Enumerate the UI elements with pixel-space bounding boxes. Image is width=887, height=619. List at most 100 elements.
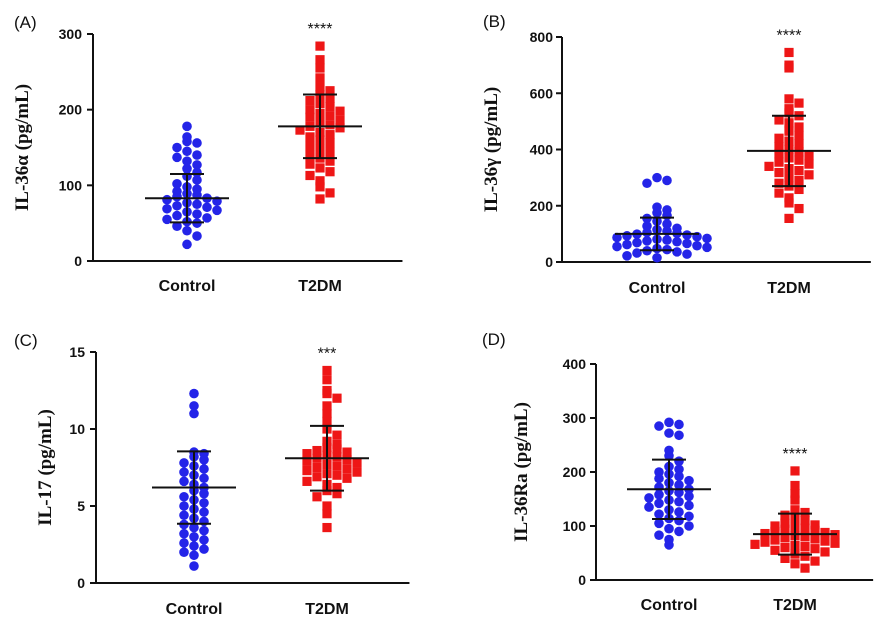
t2dm-data-point (820, 547, 830, 557)
control-data-point (664, 417, 674, 428)
t2dm-data-point (800, 563, 810, 573)
t2dm-data-point (315, 182, 325, 192)
t2dm-data-point (325, 102, 335, 112)
t2dm-data-point (794, 175, 804, 186)
y-tick-label: 800 (530, 29, 554, 45)
control-data-point (189, 532, 199, 542)
y-tick-label: 300 (59, 26, 83, 42)
y-tick-label: 10 (69, 421, 85, 437)
t2dm-data-point (315, 163, 325, 173)
t2dm-data-point (335, 115, 345, 125)
control-data-point (192, 160, 202, 170)
t2dm-data-point (794, 203, 804, 214)
t2dm-data-point (325, 188, 335, 198)
t2dm-data-point (332, 430, 342, 440)
t2dm-data-point (794, 155, 804, 165)
t2dm-data-point (332, 439, 342, 449)
t2dm-data-point (784, 198, 794, 208)
control-data-point (674, 419, 684, 430)
y-tick-label: 100 (563, 518, 587, 534)
control-data-point (199, 507, 209, 517)
t2dm-data-point (774, 157, 784, 167)
significance-marker: *** (318, 345, 337, 362)
control-data-point (642, 178, 652, 189)
control-data-point (162, 214, 172, 225)
t2dm-data-point (804, 151, 814, 161)
x-tick-label: T2DM (305, 601, 349, 618)
control-data-point (189, 408, 199, 419)
t2dm-data-point (784, 108, 794, 118)
t2dm-data-point (305, 95, 315, 106)
control-data-point (179, 538, 189, 548)
control-data-point (662, 219, 672, 229)
control-data-point (654, 518, 664, 529)
t2dm-data-point (780, 524, 790, 534)
x-tick-label: T2DM (773, 597, 817, 614)
t2dm-data-point (305, 159, 315, 169)
control-data-point (199, 544, 209, 554)
panel-label: (A) (14, 13, 37, 32)
t2dm-data-point (800, 532, 810, 542)
t2dm-data-point (335, 123, 345, 133)
x-tick-label: Control (641, 597, 698, 614)
t2dm-data-point (335, 106, 345, 116)
control-data-point (632, 248, 642, 258)
control-data-point (664, 523, 674, 534)
t2dm-data-point (325, 120, 335, 130)
t2dm-data-point (774, 133, 784, 143)
x-tick-label: Control (166, 601, 223, 618)
control-data-point (662, 175, 672, 186)
panel-label: (B) (483, 12, 506, 31)
control-data-point (682, 249, 692, 259)
t2dm-data-point (770, 545, 780, 555)
control-data-point (199, 488, 209, 499)
control-data-point (182, 239, 192, 250)
control-data-point (662, 235, 672, 245)
t2dm-data-point (312, 472, 322, 482)
t2dm-data-point (332, 470, 342, 480)
control-data-point (172, 152, 182, 163)
t2dm-data-point (810, 525, 820, 535)
t2dm-data-point (305, 132, 315, 142)
t2dm-data-point (774, 178, 784, 188)
panel-label: (D) (482, 330, 506, 349)
control-data-point (189, 561, 199, 571)
t2dm-data-point (315, 194, 325, 204)
control-data-point (199, 473, 209, 484)
y-tick-label: 0 (578, 572, 586, 588)
t2dm-data-point (784, 94, 794, 104)
y-axis-title: IL-36α (pg/mL) (12, 84, 33, 211)
t2dm-data-point (332, 489, 342, 499)
t2dm-data-point (302, 456, 312, 466)
control-data-point (189, 401, 199, 411)
control-data-point (199, 525, 209, 536)
t2dm-data-point (790, 559, 800, 569)
t2dm-data-point (784, 193, 794, 203)
t2dm-data-point (770, 521, 780, 531)
control-data-point (189, 550, 199, 561)
control-data-point (189, 541, 199, 551)
t2dm-data-point (302, 465, 312, 476)
control-data-point (182, 121, 192, 132)
control-data-point (192, 199, 202, 210)
control-data-point (622, 231, 632, 241)
y-tick-label: 600 (530, 85, 554, 101)
control-data-point (182, 163, 192, 174)
control-data-point (199, 455, 209, 465)
control-data-point (612, 232, 622, 243)
y-tick-label: 200 (59, 102, 83, 118)
control-data-point (684, 511, 694, 522)
t2dm-data-point (774, 115, 784, 125)
t2dm-data-point (322, 401, 332, 411)
t2dm-data-point (820, 527, 830, 538)
y-tick-label: 15 (69, 344, 85, 360)
control-data-point (642, 236, 652, 246)
control-data-point (684, 491, 694, 502)
control-data-point (654, 498, 664, 509)
control-data-point (172, 221, 182, 231)
control-data-point (664, 540, 674, 550)
control-data-point (179, 458, 189, 468)
t2dm-data-point (794, 139, 804, 149)
t2dm-data-point (322, 416, 332, 426)
t2dm-data-point (794, 98, 804, 108)
